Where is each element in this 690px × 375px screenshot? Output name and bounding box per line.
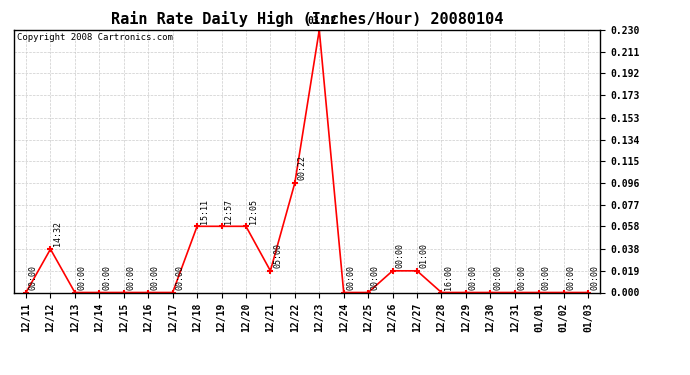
Text: 00:00: 00:00 [102, 265, 111, 290]
Text: 00:00: 00:00 [175, 265, 184, 290]
Text: 00:22: 00:22 [297, 155, 306, 180]
Text: 00:00: 00:00 [126, 265, 135, 290]
Text: 00:00: 00:00 [346, 265, 355, 290]
Text: 00:00: 00:00 [29, 265, 38, 290]
Text: 16:00: 16:00 [444, 265, 453, 290]
Text: 00:00: 00:00 [469, 265, 477, 290]
Text: 05:00: 05:00 [273, 243, 282, 268]
Text: 15:11: 15:11 [200, 198, 209, 223]
Text: 01:00: 01:00 [420, 243, 428, 268]
Text: 00:00: 00:00 [518, 265, 526, 290]
Text: 00:00: 00:00 [78, 265, 87, 290]
Text: 00:00: 00:00 [151, 265, 160, 290]
Text: 14:32: 14:32 [53, 221, 62, 246]
Text: 12:05: 12:05 [248, 198, 258, 223]
Text: 00:00: 00:00 [371, 265, 380, 290]
Text: 00:00: 00:00 [395, 243, 404, 268]
Text: 03:12: 03:12 [307, 16, 337, 26]
Text: 00:00: 00:00 [591, 265, 600, 290]
Text: 00:00: 00:00 [542, 265, 551, 290]
Text: 12:57: 12:57 [224, 198, 233, 223]
Text: 00:00: 00:00 [493, 265, 502, 290]
Text: Copyright 2008 Cartronics.com: Copyright 2008 Cartronics.com [17, 33, 172, 42]
Title: Rain Rate Daily High (Inches/Hour) 20080104: Rain Rate Daily High (Inches/Hour) 20080… [111, 12, 503, 27]
Text: 00:00: 00:00 [566, 265, 575, 290]
